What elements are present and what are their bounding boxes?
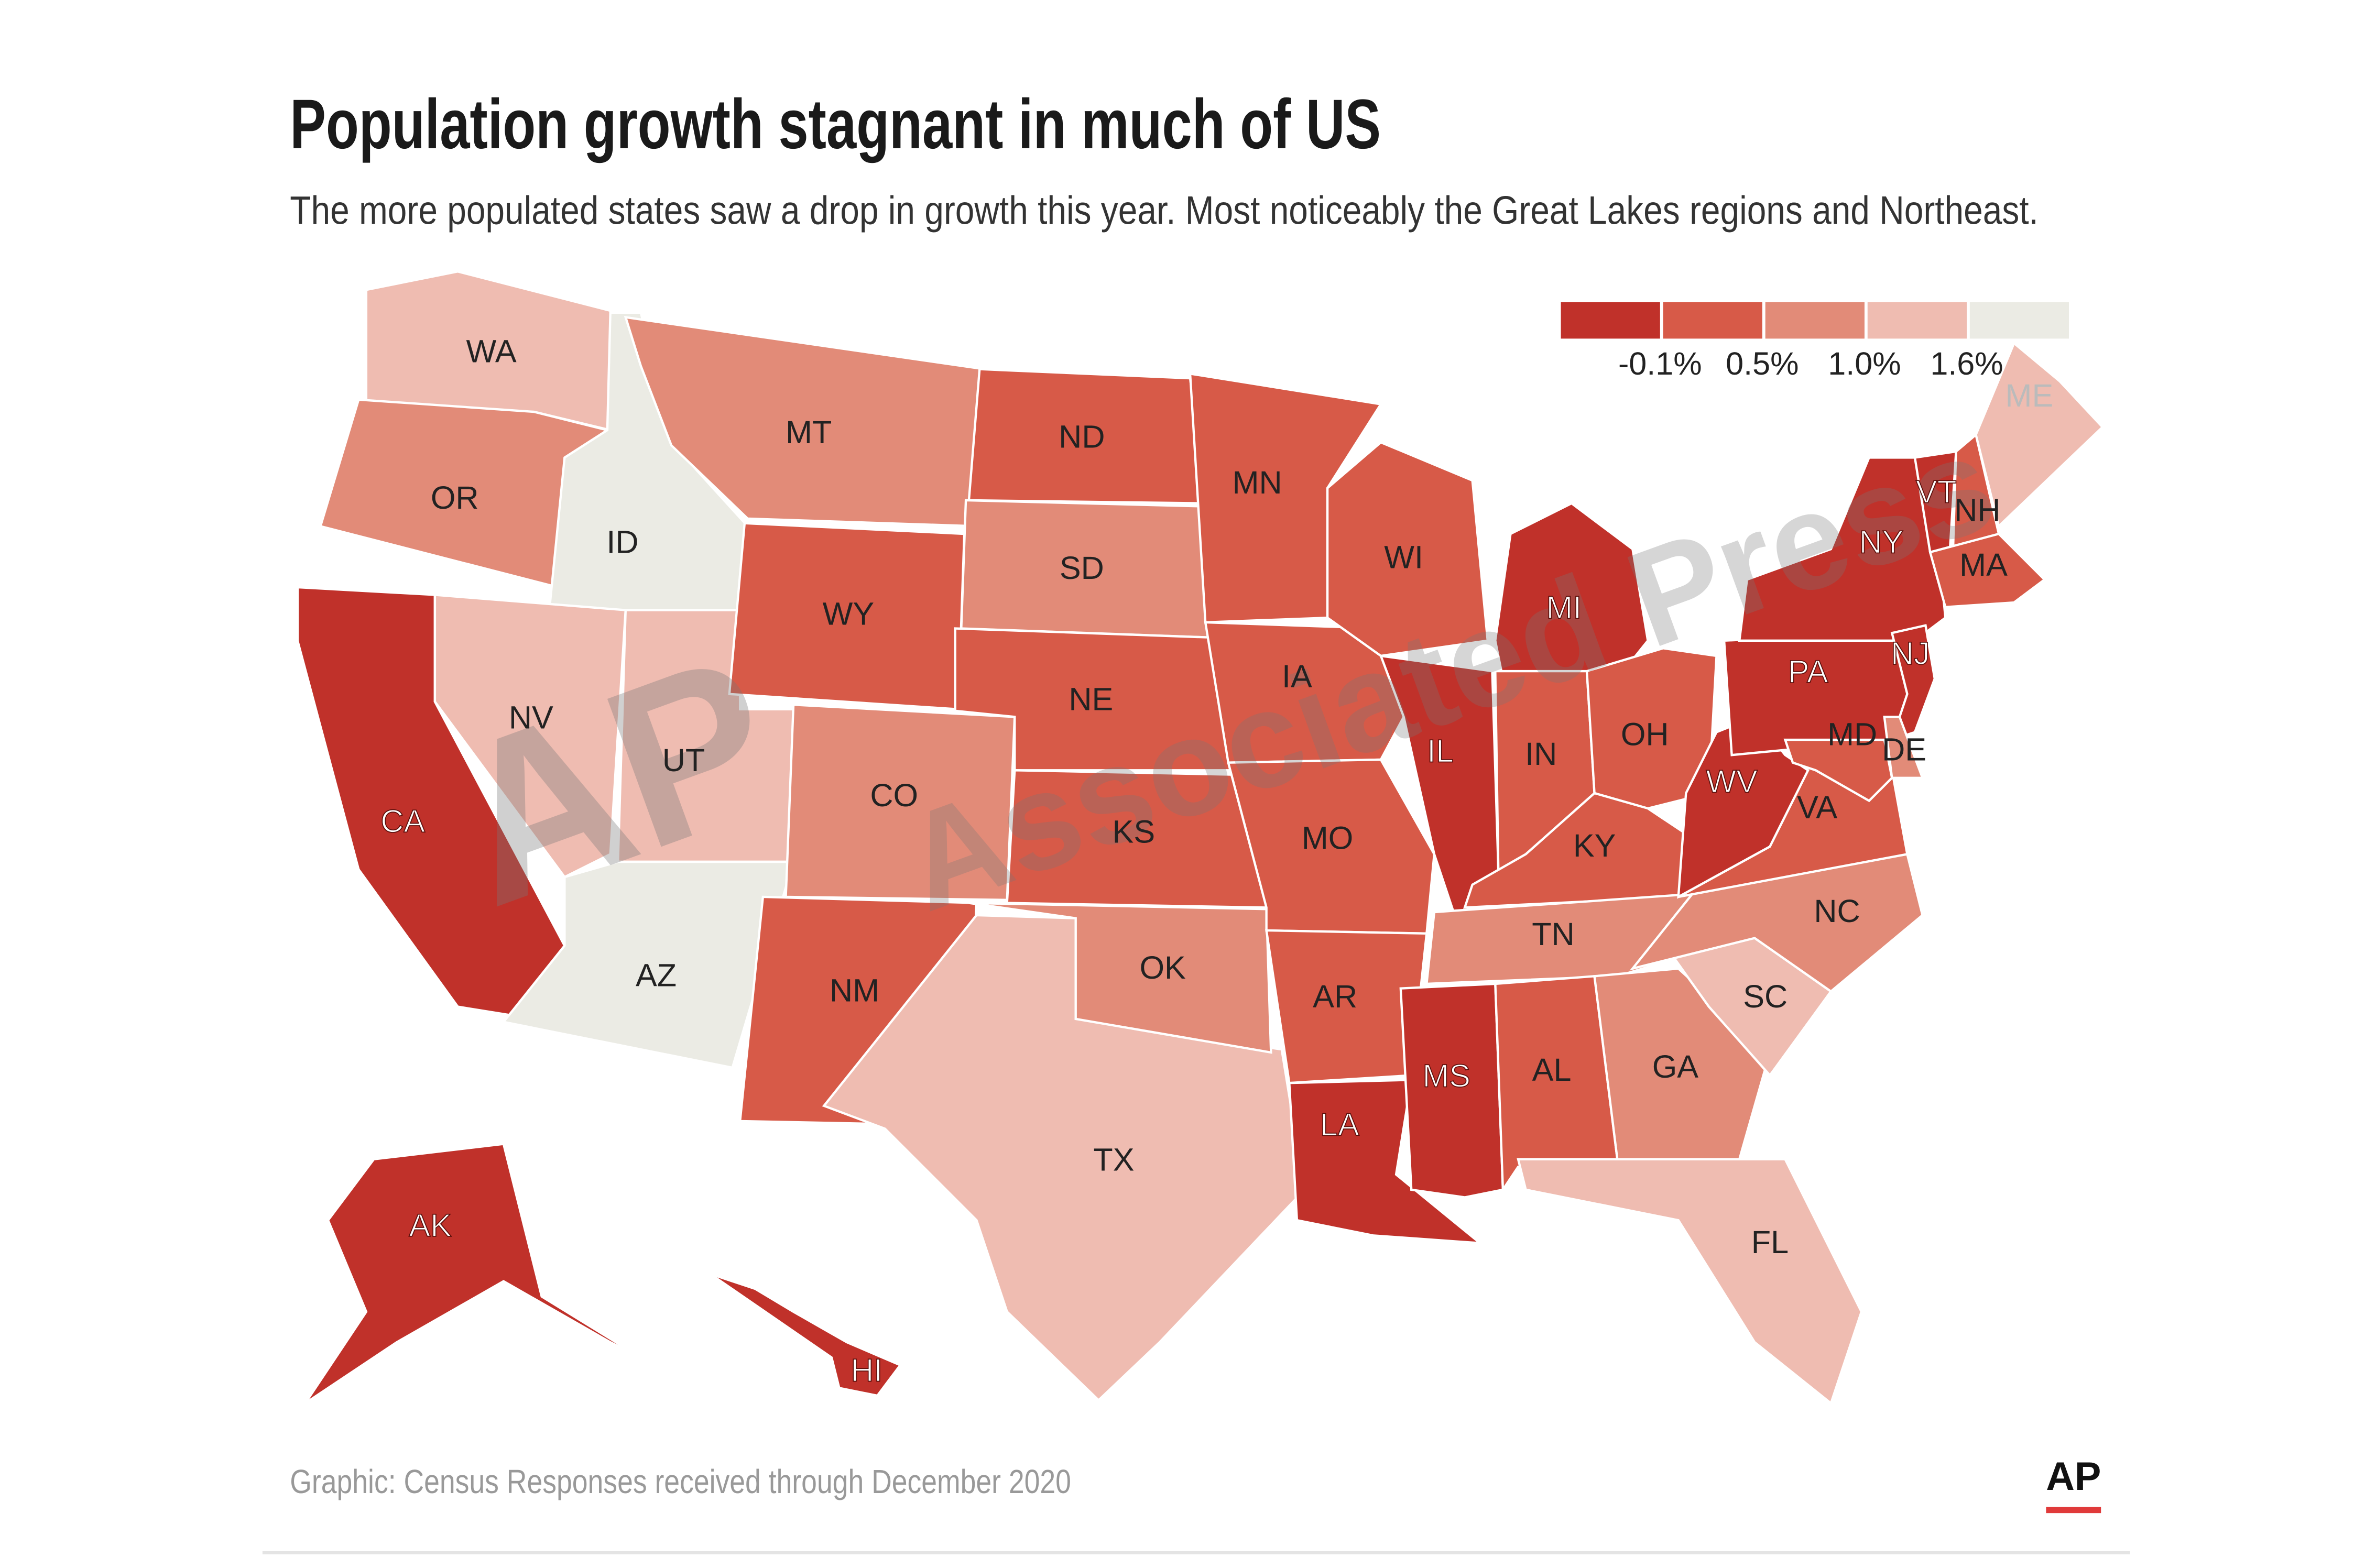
state [1783, 738, 1893, 803]
logo-underline [2046, 1507, 2101, 1514]
logo: AP [2046, 1454, 2101, 1499]
state [693, 1262, 902, 1397]
state-label: AK [409, 1208, 452, 1243]
state-label: UT [662, 742, 705, 778]
state-label: KS [1113, 814, 1156, 850]
state-label: OR [431, 480, 479, 516]
state-label: IL [1427, 733, 1454, 769]
legend-swatch [1765, 302, 1865, 339]
state-label: NE [1069, 681, 1113, 717]
state [1883, 716, 1924, 780]
state-label: OH [1621, 716, 1669, 752]
state [304, 1143, 642, 1405]
state-label: WY [823, 596, 874, 631]
state-label: NJ [1891, 635, 1930, 671]
state-label: WI [1384, 540, 1423, 575]
state-label: IN [1525, 736, 1557, 772]
state-label: NY [1859, 524, 1903, 560]
state-label: ND [1059, 419, 1105, 455]
subtitle: The more populated states saw a drop in … [290, 189, 2039, 233]
map: AP Associated PressWAORCAIDNVUTAZMTWYCONM… [296, 270, 2105, 1406]
title: Population growth stagnant in much of US [290, 85, 1381, 163]
state-label: TN [1532, 916, 1574, 952]
state-label: LA [1320, 1107, 1359, 1143]
state-label: MT [786, 414, 832, 450]
footer: Graphic: Census Responses received throu… [290, 1463, 1071, 1500]
state-label: MN [1233, 465, 1282, 500]
state [1326, 441, 1489, 657]
state [1890, 624, 1936, 742]
state [433, 594, 627, 879]
state-label: MS [1422, 1058, 1470, 1094]
state-label: MO [1302, 820, 1353, 856]
state-label: NC [1814, 893, 1860, 929]
state-label: MD [1827, 716, 1877, 752]
state-label: FL [1751, 1224, 1789, 1260]
state [501, 860, 795, 1069]
state-label: NM [830, 973, 879, 1008]
state [968, 902, 1272, 1054]
legend-tick-label: 1.6% [1930, 346, 2003, 381]
state-label: MA [1959, 547, 2008, 583]
state-label: SD [1060, 550, 1104, 586]
state-label: MI [1546, 590, 1582, 626]
state-label: VA [1797, 790, 1837, 825]
state-label: WV [1706, 764, 1758, 799]
state-label: NH [1954, 492, 2000, 528]
legend-swatch [1867, 302, 1967, 339]
state-label: NV [509, 699, 553, 735]
state-label: PA [1788, 654, 1828, 689]
legend-tick-label: -0.1% [1618, 346, 1702, 381]
state-label: CO [870, 777, 918, 813]
state-label: WA [466, 334, 516, 369]
state-label: KY [1573, 828, 1616, 863]
legend-tick-label: 1.0% [1828, 346, 1901, 381]
state-label: AL [1532, 1052, 1572, 1088]
state-label: AZ [636, 957, 677, 993]
state-label: AR [1313, 979, 1357, 1014]
state-label: ME [2006, 378, 2054, 413]
state-label: TX [1093, 1142, 1134, 1178]
state-label: VT [1916, 474, 1957, 509]
legend: -0.1% 0.5% 1.0% 1.6% [1561, 302, 2069, 381]
legend-tick-label: 0.5% [1726, 346, 1799, 381]
state-label: SC [1743, 979, 1788, 1014]
legend-swatch [1561, 302, 1660, 339]
legend-swatch [1663, 302, 1762, 339]
state [1975, 341, 2105, 529]
state-label: GA [1652, 1049, 1699, 1084]
legend-swatch [1969, 302, 2069, 339]
state-label: HI [851, 1352, 882, 1388]
state-label: ID [606, 524, 638, 560]
state [1517, 1158, 1863, 1406]
state-label: IA [1282, 659, 1312, 694]
state-label: CA [380, 803, 425, 839]
state [1928, 532, 2046, 609]
state [1399, 982, 1505, 1199]
state-label: DE [1882, 732, 1926, 767]
state-label: OK [1139, 950, 1186, 985]
